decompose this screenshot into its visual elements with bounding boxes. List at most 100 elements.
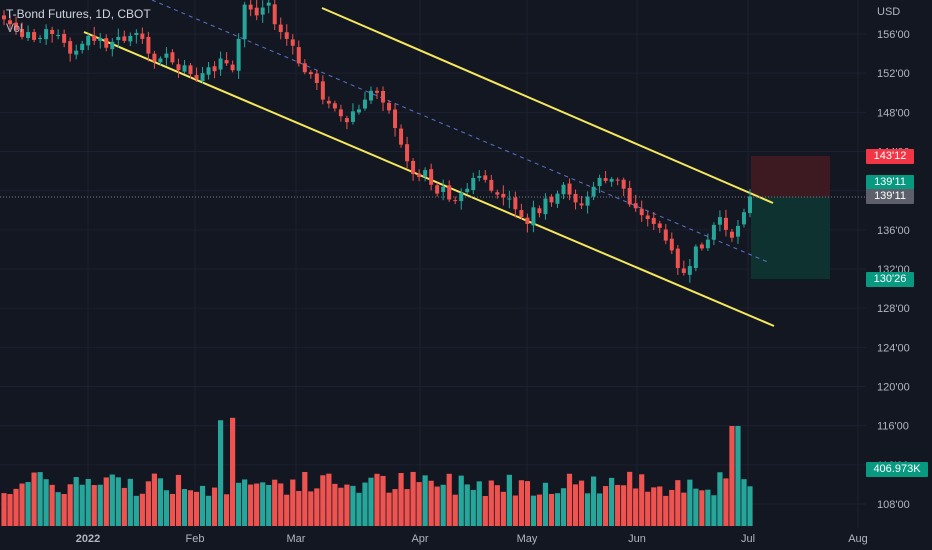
candle-body: [387, 102, 392, 111]
price-tick-label: 128'00: [877, 303, 910, 315]
volume-indicator-label: Vol: [6, 21, 23, 35]
price-tick-label: 136'00: [877, 225, 910, 237]
volume-bar: [566, 473, 573, 526]
candle-body: [471, 177, 476, 191]
candle-body: [609, 178, 614, 182]
price-tick-label: 156'00: [877, 29, 910, 41]
candles: [2, 0, 752, 283]
channel-upper-line: [321, 7, 774, 204]
last-price-tag-green: 139'11: [866, 175, 914, 190]
candle-body: [537, 208, 542, 214]
candle-body: [375, 90, 379, 93]
volume-bar: [584, 493, 591, 526]
candle-body: [651, 217, 656, 224]
volume-bar: [163, 490, 170, 526]
candle-body: [182, 65, 187, 72]
volume-bar: [446, 473, 452, 526]
volume-bar: [410, 471, 416, 526]
candle-body: [104, 38, 109, 48]
candle-body: [681, 268, 686, 273]
volume-bar: [741, 479, 747, 526]
volume-bar: [332, 483, 338, 526]
volume-bar: [675, 480, 681, 526]
candle-body: [8, 20, 13, 25]
volume-bar: [615, 484, 621, 526]
volume-bar: [55, 492, 61, 526]
candle-body: [86, 35, 91, 46]
volume-bar: [49, 484, 55, 526]
volume-bar: [693, 488, 699, 526]
volume-bar: [242, 479, 248, 526]
candle-body: [14, 22, 19, 31]
candle-body: [579, 203, 584, 206]
volume-bar: [314, 488, 320, 526]
currency-label[interactable]: USD: [877, 6, 901, 18]
candle-body: [230, 64, 235, 71]
volume-bar: [19, 483, 25, 526]
candle-body: [663, 229, 668, 241]
candle-body: [98, 37, 103, 41]
candle-body: [405, 144, 410, 162]
candle-body: [242, 4, 247, 40]
candle-body: [669, 238, 674, 251]
candle-body: [326, 100, 331, 104]
volume-bar: [145, 481, 151, 526]
volume-bar: [368, 477, 374, 526]
candle-body: [50, 29, 55, 34]
volume-bar: [518, 480, 524, 526]
volume-bar: [470, 489, 476, 526]
candle-body: [615, 179, 620, 181]
candle-body: [116, 36, 121, 40]
volume-bar: [452, 494, 458, 526]
candle-body: [128, 35, 133, 42]
candle-body: [314, 73, 319, 83]
candle-body: [531, 207, 536, 226]
price-tick-label: 124'00: [877, 342, 910, 354]
candle-body: [260, 7, 265, 15]
candle-body: [158, 58, 163, 63]
candle-body: [723, 217, 728, 230]
volume-bar: [488, 480, 494, 526]
volume-bar: [524, 481, 531, 526]
candle-body: [20, 28, 25, 37]
candle-body: [597, 177, 602, 186]
volume-bar: [296, 490, 302, 526]
volume-bar: [97, 484, 103, 526]
volume-bar: [506, 474, 512, 526]
candle-body: [164, 53, 169, 58]
candle-body: [284, 32, 289, 39]
volume-bar: [326, 473, 332, 526]
volume-bar: [61, 494, 67, 526]
volume-bar: [578, 480, 585, 526]
volume-bar: [85, 478, 91, 526]
candle-body: [368, 90, 373, 101]
candle-body: [393, 109, 398, 128]
volume-bar: [404, 489, 410, 526]
time-axis: 2022 Feb Mar Apr May Jun Jul Aug: [76, 533, 868, 545]
volume-bar: [657, 486, 663, 526]
volume-bar: [560, 488, 567, 526]
volume-bar: [272, 479, 278, 526]
target-zone: [751, 197, 830, 279]
volume-bar: [621, 485, 627, 526]
volume-bar: [596, 493, 603, 526]
volume-bar: [67, 484, 73, 526]
volume-bar: [398, 472, 404, 526]
candle-body: [447, 185, 452, 200]
volume-bar: [139, 493, 145, 526]
volume-bar: [236, 482, 242, 526]
candle-body: [417, 173, 422, 177]
volume-bar: [7, 494, 13, 526]
candle-body: [146, 36, 151, 54]
candle-body: [290, 39, 295, 46]
candle-body: [513, 197, 518, 210]
candle-body: [332, 103, 337, 109]
volume-bar: [193, 491, 200, 526]
volume-bar: [266, 484, 272, 526]
volume-bar: [338, 487, 344, 526]
volume-bar: [530, 495, 537, 526]
symbol-title: T-Bond Futures, 1D, CBOT: [6, 7, 151, 21]
candle-body: [74, 50, 79, 55]
volume-bar: [440, 484, 446, 526]
